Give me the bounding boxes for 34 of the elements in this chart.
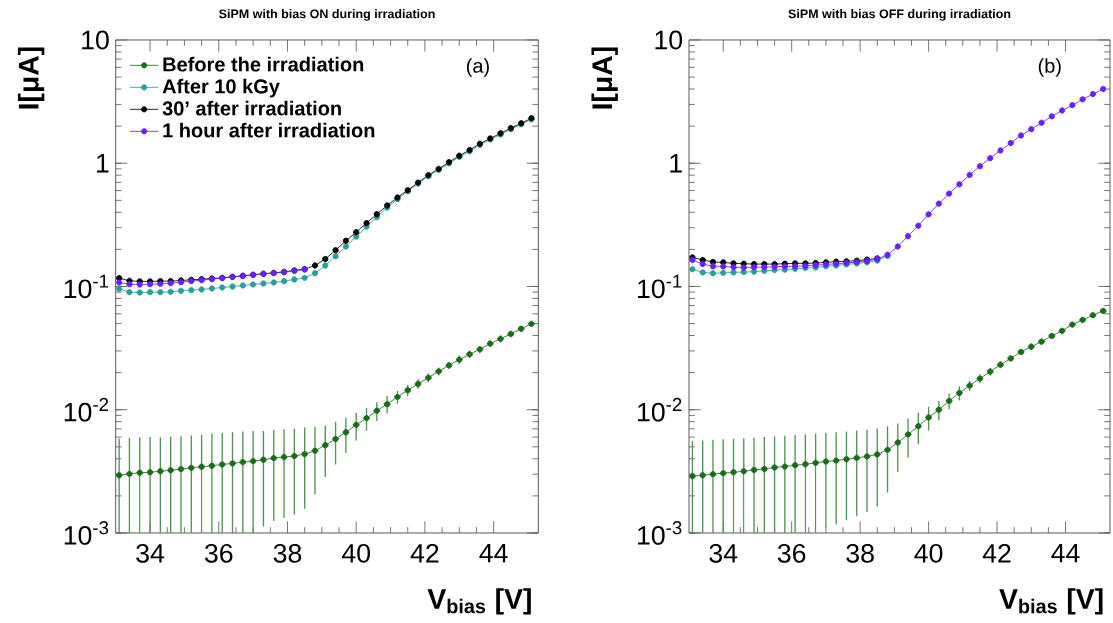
x-tick-label: 36 bbox=[777, 543, 806, 563]
x-axis-title: V$_{bias}$ [V] bbox=[999, 588, 1103, 615]
x-tick-label: 42 bbox=[410, 543, 439, 563]
x-tick-label: 38 bbox=[846, 543, 874, 563]
x-tick-label: 34 bbox=[709, 543, 738, 563]
x-tick-label: 44 bbox=[1051, 543, 1080, 563]
y-tick-label: 10$^{-2}$ bbox=[64, 397, 109, 422]
y-tick-label: 10$^{-3}$ bbox=[64, 521, 109, 545]
legend-label: 1 hour after irradiation bbox=[163, 122, 375, 138]
annotation: (b) bbox=[1038, 58, 1061, 77]
y-tick-label: 1 bbox=[670, 154, 682, 173]
x-tick-label: 44 bbox=[479, 543, 508, 563]
y-tick-label: 10$^{-3}$ bbox=[638, 521, 682, 545]
annotation: (a) bbox=[466, 58, 489, 77]
chart-title: SiPM with bias OFF during irradiation bbox=[788, 9, 1011, 21]
x-axis-title: V$_{bias}$ [V] bbox=[427, 588, 531, 615]
y-tick-label: 10 bbox=[655, 30, 683, 50]
y-tick-label: 10$^{-1}$ bbox=[638, 274, 682, 299]
legend-label: Before the irradiation bbox=[163, 56, 364, 72]
x-tick-label: 42 bbox=[982, 543, 1011, 563]
legend-label: 30’ after irradiation bbox=[162, 100, 341, 116]
x-tick-label: 34 bbox=[136, 543, 165, 563]
x-tick-label: 40 bbox=[341, 543, 370, 563]
legend-label: After 10 kGy bbox=[162, 78, 280, 98]
y-axis-title: I[μA] bbox=[17, 47, 45, 109]
y-axis-title: I[μA] bbox=[591, 47, 618, 109]
y-tick-label: 10$^{-2}$ bbox=[638, 397, 682, 422]
x-tick-label: 36 bbox=[204, 543, 233, 563]
y-tick-label: 10$^{-1}$ bbox=[64, 274, 109, 299]
y-tick-label: 1 bbox=[97, 154, 109, 173]
y-tick-label: 10 bbox=[82, 30, 109, 50]
x-tick-label: 38 bbox=[273, 543, 302, 563]
x-tick-label: 40 bbox=[914, 543, 943, 563]
chart-title: SiPM with bias ON during irradiation bbox=[219, 9, 435, 21]
